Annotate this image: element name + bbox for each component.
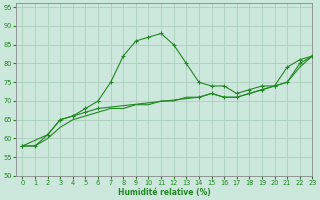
- X-axis label: Humidité relative (%): Humidité relative (%): [118, 188, 211, 197]
